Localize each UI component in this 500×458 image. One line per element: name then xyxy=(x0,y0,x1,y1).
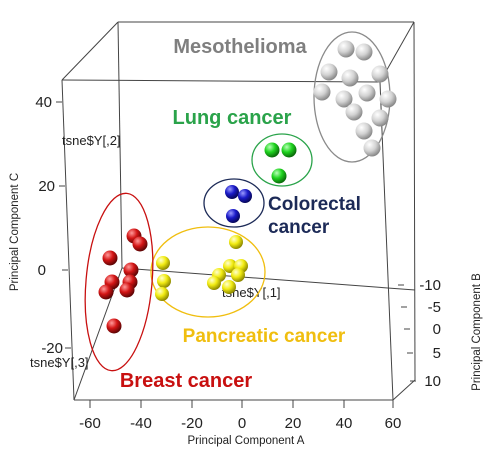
box-edge xyxy=(61,21,119,81)
pancreatic-cancer-label: Pancreatic cancer xyxy=(183,326,346,347)
pancreatic-cancer-point xyxy=(231,268,245,282)
lung-ellipse xyxy=(251,133,313,187)
x-tick-label: 60 xyxy=(385,415,402,432)
breast-cancer-point xyxy=(123,262,139,278)
colorectal-cancer-point xyxy=(226,209,240,223)
colorectal-label-line1: Colorectal xyxy=(268,194,361,215)
breast-cancer-point xyxy=(132,236,148,252)
colorectal-cancer-point xyxy=(225,185,239,199)
tsne-label-1: tsne$Y[,1] xyxy=(222,285,281,300)
colorectal-ellipse xyxy=(203,178,265,228)
pancreatic-cancer-point xyxy=(157,274,171,288)
tick-marks xyxy=(56,101,416,408)
box-edge xyxy=(117,21,123,269)
y-tick-label: 5 xyxy=(433,345,441,362)
pancreatic-cancer-point xyxy=(229,235,243,249)
breast-ellipse xyxy=(84,192,154,372)
breast-cancer-point xyxy=(106,318,122,334)
pancreatic-cancer-point xyxy=(156,256,170,270)
pancreatic-cancer-point xyxy=(223,259,237,273)
pancreatic-cancer-point xyxy=(207,276,221,290)
z-tick-label: 20 xyxy=(38,178,55,195)
pancreatic-ellipse xyxy=(150,226,266,318)
box-edge xyxy=(61,79,75,401)
x-tick-label: -60 xyxy=(79,415,101,432)
z-tick-label: -20 xyxy=(41,340,63,357)
colorectal-label-line2: cancer xyxy=(268,217,330,238)
x-tick-label: -40 xyxy=(130,415,152,432)
mesothelioma-point xyxy=(345,103,363,121)
mesothelioma-label: Mesothelioma xyxy=(173,36,307,58)
box-edge xyxy=(379,81,394,401)
lung-cancer-point xyxy=(281,142,297,158)
mesothelioma-point xyxy=(355,43,373,61)
cluster-ellipses xyxy=(84,31,391,372)
y-tick-label: -5 xyxy=(428,299,441,316)
box-edge xyxy=(61,79,381,83)
box-edge xyxy=(392,379,416,401)
mesothelioma-point xyxy=(379,90,397,108)
box-edge xyxy=(73,267,123,401)
mesothelioma-point xyxy=(371,65,389,83)
x-tick-label: -20 xyxy=(181,415,203,432)
z-tick-labels: 40 20 0 -20 xyxy=(35,94,63,357)
x-tick-label: 0 xyxy=(238,415,246,432)
mesothelioma-point xyxy=(320,63,338,81)
z-tick-label: 0 xyxy=(38,262,46,279)
mesothelioma-point xyxy=(363,139,381,157)
breast-cancer-point xyxy=(98,284,114,300)
breast-cancer-point xyxy=(102,250,118,266)
data-points xyxy=(98,40,397,334)
pancreatic-cancer-point xyxy=(222,280,236,294)
x-axis-title: Principal Component A xyxy=(188,435,305,447)
y-tick-label: 10 xyxy=(424,373,441,390)
box-edge xyxy=(413,21,416,381)
z-axis-title: Principal Component C xyxy=(9,173,21,291)
lung-cancer-point xyxy=(271,168,287,184)
pancreatic-cancer-point xyxy=(155,287,169,301)
lung-cancer-point xyxy=(264,142,280,158)
y-tick-label: -10 xyxy=(419,277,441,294)
z-tick-label: 40 xyxy=(35,94,52,111)
x-tick-label: 40 xyxy=(336,415,353,432)
breast-cancer-label: Breast cancer xyxy=(120,370,253,392)
colorectal-cancer-point xyxy=(238,189,252,203)
box-edge xyxy=(121,267,416,291)
mesothelioma-point xyxy=(337,40,355,58)
x-tick-label: 20 xyxy=(285,415,302,432)
mesothelioma-point xyxy=(313,83,331,101)
tsne-label-2: tsne$Y[,2] xyxy=(62,133,121,148)
mesothelioma-point xyxy=(341,69,359,87)
y-axis-title: Principal Component B xyxy=(471,273,483,391)
y-tick-label: 0 xyxy=(433,321,441,338)
tsne-label-3: tsne$Y[,3] xyxy=(30,355,89,370)
plot-box xyxy=(61,21,416,401)
mesothelioma-point xyxy=(335,90,353,108)
mesothelioma-point xyxy=(358,84,376,102)
x-tick-labels: -60 -40 -20 0 20 40 60 xyxy=(79,415,401,432)
mesothelioma-point xyxy=(371,109,389,127)
lung-cancer-label: Lung cancer xyxy=(173,107,292,129)
breast-cancer-point xyxy=(119,282,135,298)
mesothelioma-point xyxy=(355,122,373,140)
y-tick-labels: -10 -5 0 5 10 xyxy=(419,277,441,390)
